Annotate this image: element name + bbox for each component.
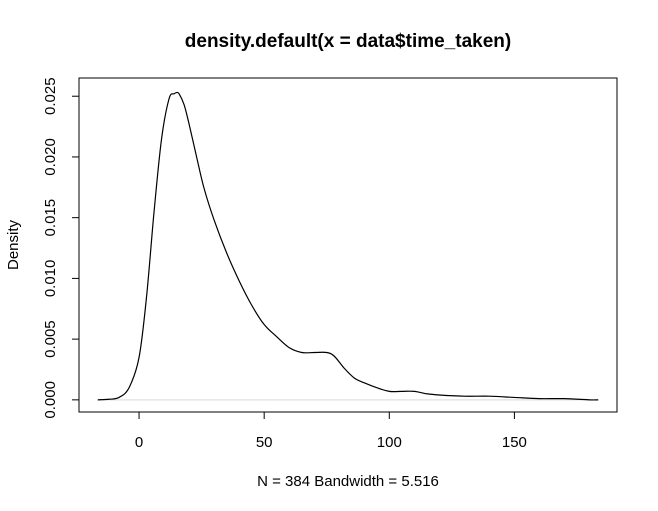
plot-frame: [78, 77, 618, 413]
x-tick-label: 100: [377, 434, 402, 451]
y-tick-label: 0.020: [42, 138, 59, 176]
chart-title: density.default(x = data$time_taken): [185, 31, 511, 52]
y-tick-label: 0.025: [42, 77, 59, 115]
x-axis: 0 50 100 150: [135, 411, 527, 451]
y-tick-label: 0.000: [42, 381, 59, 419]
y-tick-label: 0.015: [42, 199, 59, 237]
y-tick-label: 0.005: [42, 320, 59, 358]
y-tick-label: 0.010: [42, 260, 59, 298]
x-axis-label: N = 384 Bandwidth = 5.516: [257, 473, 439, 490]
y-axis: 0.000 0.005 0.010 0.015 0.020 0.025: [42, 77, 80, 419]
density-curve: [97, 91, 599, 401]
x-tick-label: 50: [256, 434, 273, 451]
y-axis-label: Density: [5, 219, 22, 270]
x-tick-label: 150: [502, 434, 527, 451]
x-tick-label: 0: [135, 434, 143, 451]
